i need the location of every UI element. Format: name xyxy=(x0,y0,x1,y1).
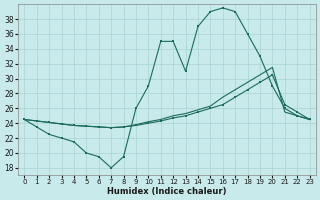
X-axis label: Humidex (Indice chaleur): Humidex (Indice chaleur) xyxy=(107,187,227,196)
